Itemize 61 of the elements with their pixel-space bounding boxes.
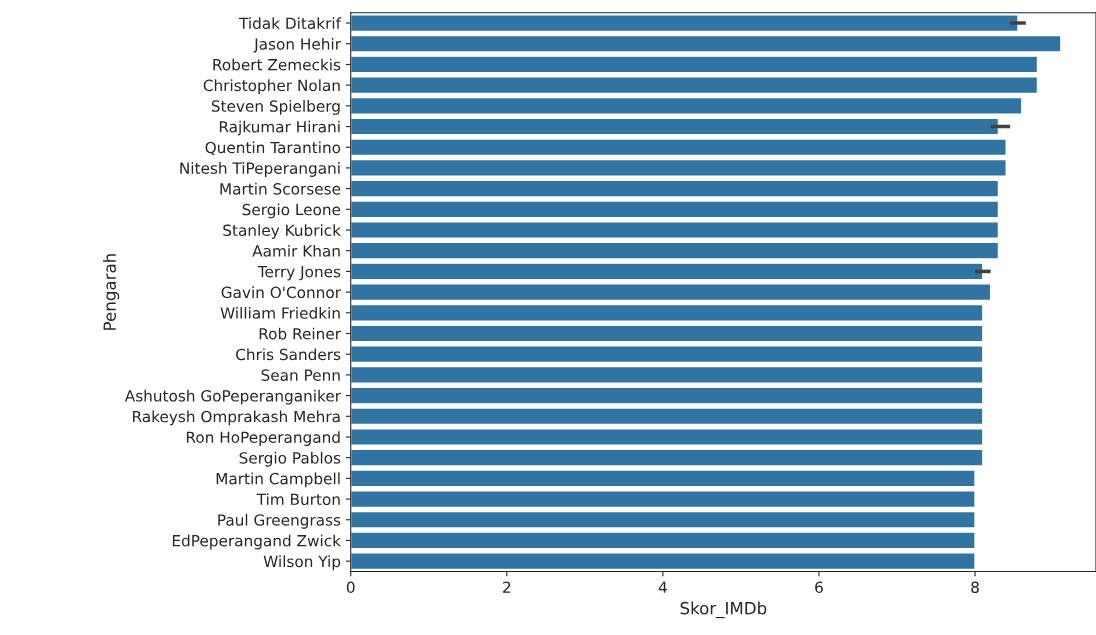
bar <box>350 324 984 343</box>
bar <box>350 34 1062 53</box>
bar <box>350 531 976 550</box>
bar <box>350 365 984 384</box>
bar <box>350 469 976 488</box>
y-tick-label: Martin Campbell <box>216 472 340 488</box>
bar <box>350 345 984 364</box>
bar <box>350 510 976 529</box>
x-tick-label: 2 <box>503 581 511 593</box>
y-tick-label: Sean Penn <box>261 369 340 381</box>
y-tick-label: Nitesh TiPeperangani <box>180 162 340 177</box>
y-tick-label: Paul Greengrass <box>218 513 341 529</box>
x-tick-label: 0 <box>346 581 355 594</box>
bar <box>350 407 984 426</box>
x-axis-title: Skor_IMDb <box>680 601 767 619</box>
y-tick-label: Robert Zemeckis <box>213 58 341 71</box>
y-tick-label: William Friedkin <box>220 306 340 319</box>
bar <box>350 303 984 322</box>
y-tick-label: Terry Jones <box>257 266 341 281</box>
bar <box>350 241 1000 260</box>
y-tick-label: Wilson Yip <box>263 555 341 571</box>
bar <box>350 138 1007 157</box>
bar <box>350 386 984 405</box>
y-tick-label: Tidak Ditakrif <box>238 17 342 30</box>
x-tick-label: 8 <box>971 581 979 594</box>
y-tick-label: Sergio Pablos <box>239 451 341 467</box>
y-tick-label: Chris Sanders <box>236 348 341 361</box>
y-axis-title: Pengarah <box>103 254 120 330</box>
y-tick-label: Aamir Khan <box>252 244 340 257</box>
y-tick-label: Quentin Tarantino <box>205 141 341 155</box>
bar <box>350 283 992 302</box>
y-tick-label: Gavin O'Connor <box>221 286 341 299</box>
x-tick-label: 6 <box>815 581 823 594</box>
y-tick-label: Stanley Kubrick <box>223 224 341 239</box>
bar <box>350 200 1000 219</box>
bar <box>350 96 1023 115</box>
bar <box>350 448 984 467</box>
y-tick-label: Martin Scorsese <box>220 182 341 195</box>
bar <box>350 490 976 509</box>
y-tick-label: Ashutosh GoPeperanganiker <box>124 389 341 405</box>
bar <box>350 76 1039 95</box>
bar <box>350 14 1019 33</box>
y-tick-label: Rajkumar Hirani <box>219 120 340 136</box>
y-tick-label: Ron HoPeperangand <box>186 431 340 446</box>
bar <box>350 117 1000 136</box>
y-tick-label: Steven Spielberg <box>211 100 340 115</box>
bar <box>350 221 1000 239</box>
bar <box>350 158 1007 177</box>
bar <box>350 552 976 571</box>
bar <box>350 55 1039 74</box>
y-tick-label: Christopher Nolan <box>203 79 340 95</box>
x-tick-label: 4 <box>658 581 667 593</box>
y-tick-label: Rob Reiner <box>259 327 341 340</box>
y-tick-label: Rakeysh Omprakash Mehra <box>133 410 340 426</box>
bar <box>350 179 1000 198</box>
y-tick-label: Tim Burton <box>256 493 340 506</box>
bar <box>350 262 984 281</box>
y-tick-label: EdPeperangand Zwick <box>172 534 341 550</box>
y-tick-label: Sergio Leone <box>242 203 341 219</box>
bar <box>350 428 984 446</box>
y-tick-label: Jason Hehir <box>253 37 341 53</box>
